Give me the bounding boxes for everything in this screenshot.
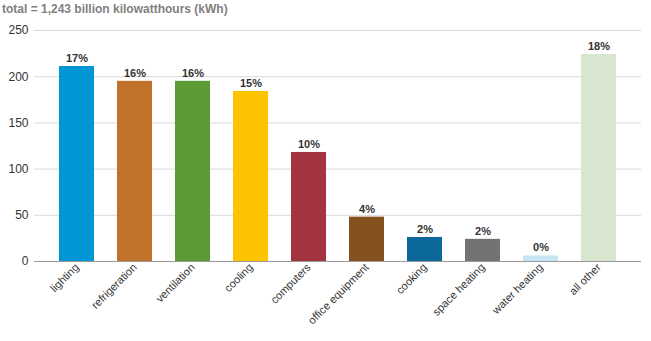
svg-text:16%: 16% (124, 67, 146, 79)
svg-text:cooling: cooling (222, 261, 255, 294)
svg-text:water heating: water heating (489, 261, 545, 317)
svg-text:cooking: cooking (394, 261, 429, 296)
svg-text:16%: 16% (182, 67, 204, 79)
svg-text:150: 150 (8, 116, 28, 130)
svg-text:refrigeration: refrigeration (89, 261, 139, 311)
svg-text:office equipment: office equipment (305, 261, 370, 326)
svg-text:250: 250 (8, 23, 28, 37)
svg-text:50: 50 (15, 208, 29, 222)
svg-text:space heating: space heating (430, 261, 487, 318)
svg-text:lighting: lighting (48, 261, 81, 294)
svg-text:all other: all other (567, 261, 603, 297)
svg-text:4%: 4% (359, 203, 375, 215)
svg-text:10%: 10% (298, 138, 320, 150)
svg-text:2%: 2% (417, 223, 433, 235)
svg-text:2%: 2% (475, 225, 491, 237)
html-text:total = 1,243 billion kilowatt: total = 1,243 billion kilowatthours (kWh… (2, 2, 228, 16)
svg-text:0: 0 (22, 254, 29, 268)
svg-text:computers: computers (268, 261, 313, 306)
svg-text:ventilation: ventilation (153, 261, 197, 305)
svg-text:100: 100 (8, 162, 28, 176)
svg-text:18%: 18% (588, 40, 610, 52)
svg-text:15%: 15% (240, 77, 262, 89)
svg-text:200: 200 (8, 70, 28, 84)
svg-text:0%: 0% (533, 241, 549, 253)
svg-text:17%: 17% (66, 52, 88, 64)
